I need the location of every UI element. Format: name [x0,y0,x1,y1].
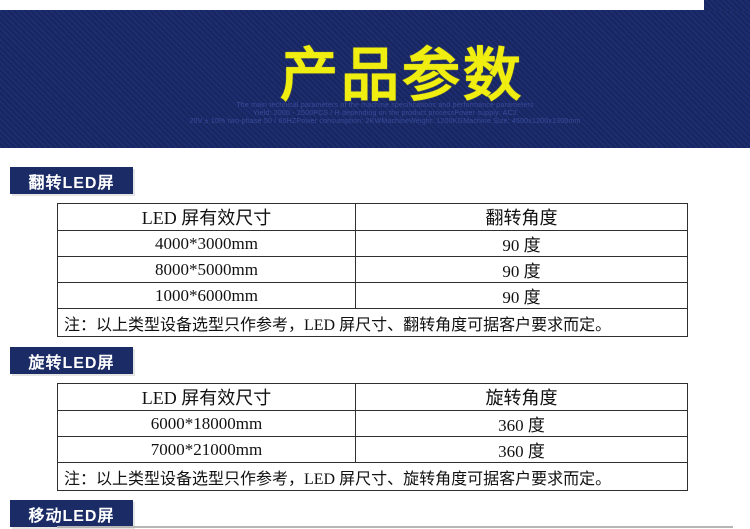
size-cell: 8000*5000mm [57,256,356,283]
rotate-led-table: LED 屏有效尺寸 旋转角度 6000*18000mm 360 度 7000*2… [57,383,689,491]
angle-cell: 90 度 [354,230,689,257]
banner-subtitle-line: 20V ± 10% two-phase 50 / 60HZPower consu… [189,118,581,125]
banner-subtitle-line: Yield: 2000 - 2500PCS / H depending on t… [253,110,517,117]
table-row: 4000*3000mm 90 度 [57,230,689,257]
table-note-row: 注：以上类型设备选型只作参考，LED 屏尺寸、旋转角度可据客户要求而定。 [57,462,688,491]
banner-subtitle: The main technical parameters of the mac… [10,102,750,126]
angle-cell: 360 度 [354,410,689,437]
section-label-flip-led: 翻转LED屏 [10,167,133,194]
angle-cell: 90 度 [354,282,689,309]
table-row: 7000*21000mm 360 度 [57,436,689,463]
section-label-mobile-led: 移动LED屏 [10,500,133,527]
table-note-row: 注：以上类型设备选型只作参考，LED 屏尺寸、翻转角度可据客户要求而定。 [57,308,688,337]
column-header-flip-angle: 翻转角度 [354,203,689,231]
angle-cell: 90 度 [354,256,689,283]
table-note: 注：以上类型设备选型只作参考，LED 屏尺寸、翻转角度可据客户要求而定。 [57,308,688,337]
section-label-rotate-led: 旋转LED屏 [10,347,133,374]
size-cell: 6000*18000mm [57,410,356,437]
table-header-row: LED 屏有效尺寸 旋转角度 [57,383,689,411]
column-header-size: LED 屏有效尺寸 [57,203,356,231]
table-header-row: LED 屏有效尺寸 翻转角度 [57,203,689,231]
column-header-rotate-angle: 旋转角度 [354,383,689,411]
header-banner: 产品参数 The main technical parameters of th… [0,10,750,148]
flip-led-table: LED 屏有效尺寸 翻转角度 4000*3000mm 90 度 8000*500… [57,203,689,337]
table-row: 8000*5000mm 90 度 [57,256,689,283]
table-note: 注：以上类型设备选型只作参考，LED 屏尺寸、旋转角度可据客户要求而定。 [57,462,688,491]
size-cell: 4000*3000mm [57,230,356,257]
size-cell: 1000*6000mm [57,282,356,309]
column-header-size: LED 屏有效尺寸 [57,383,356,411]
banner-top-right-patch [704,0,750,11]
table-row: 1000*6000mm 90 度 [57,282,689,309]
bottom-divider [57,526,733,528]
angle-cell: 360 度 [354,436,689,463]
banner-subtitle-line: The main technical parameters of the mac… [236,102,534,109]
page-title: 产品参数 [279,43,524,108]
size-cell: 7000*21000mm [57,436,356,463]
table-row: 6000*18000mm 360 度 [57,410,689,437]
